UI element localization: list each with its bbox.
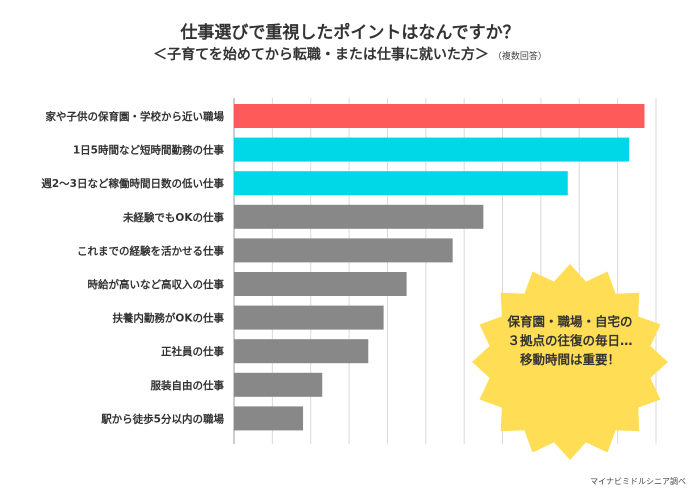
source-credit: マイナビミドルシニア調べ [590,477,686,486]
category-label: 服装自由の仕事 [151,379,225,392]
chart-title: 仕事選びで重視したポイントはなんですか？ [180,23,520,43]
callout-line-3: 移動時間は重要！ [519,352,620,367]
category-label: 正社員の仕事 [161,345,224,358]
callout-text: 保育園・職場・自宅の ３拠点の往復の毎日… 移動時間は重要！ [470,312,670,369]
category-label: 未経験でもOKの仕事 [122,211,225,224]
category-label: 扶養内勤務がOKの仕事 [112,312,224,325]
bar [234,406,304,431]
bar [234,104,645,128]
multiple-answer-note: （複数回答） [492,52,547,62]
subtitle-row: ＜子育てを始めてから転職・または仕事に就いた方＞ （複数回答） [0,44,700,64]
callout-line-1: 保育園・職場・自宅の [507,314,633,329]
bar [234,372,323,397]
bar [234,171,568,196]
callout-burst [472,264,668,460]
bar [234,137,630,162]
callout-burst-shape [472,264,668,460]
category-label: 駅から徒歩5分以内の職場 [101,412,224,425]
category-label: 週2〜3日など稼働時間日数の低い仕事 [41,177,224,190]
bar [234,204,484,229]
bar [234,272,407,296]
category-label: 1日5時間など短時間勤務の仕事 [73,144,225,157]
bar [234,305,384,330]
bar [234,339,369,364]
bar [234,238,453,263]
category-label: これまでの経験を活かせる仕事 [77,244,224,257]
category-label: 時給が高いなど高収入の仕事 [88,278,225,291]
callout-line-2: ３拠点の往復の毎日… [507,333,633,348]
chart-subtitle: ＜子育てを始めてから転職・または仕事に就いた方＞ [153,47,489,63]
category-label: 家や子供の保育園・学校から近い職場 [46,110,225,123]
